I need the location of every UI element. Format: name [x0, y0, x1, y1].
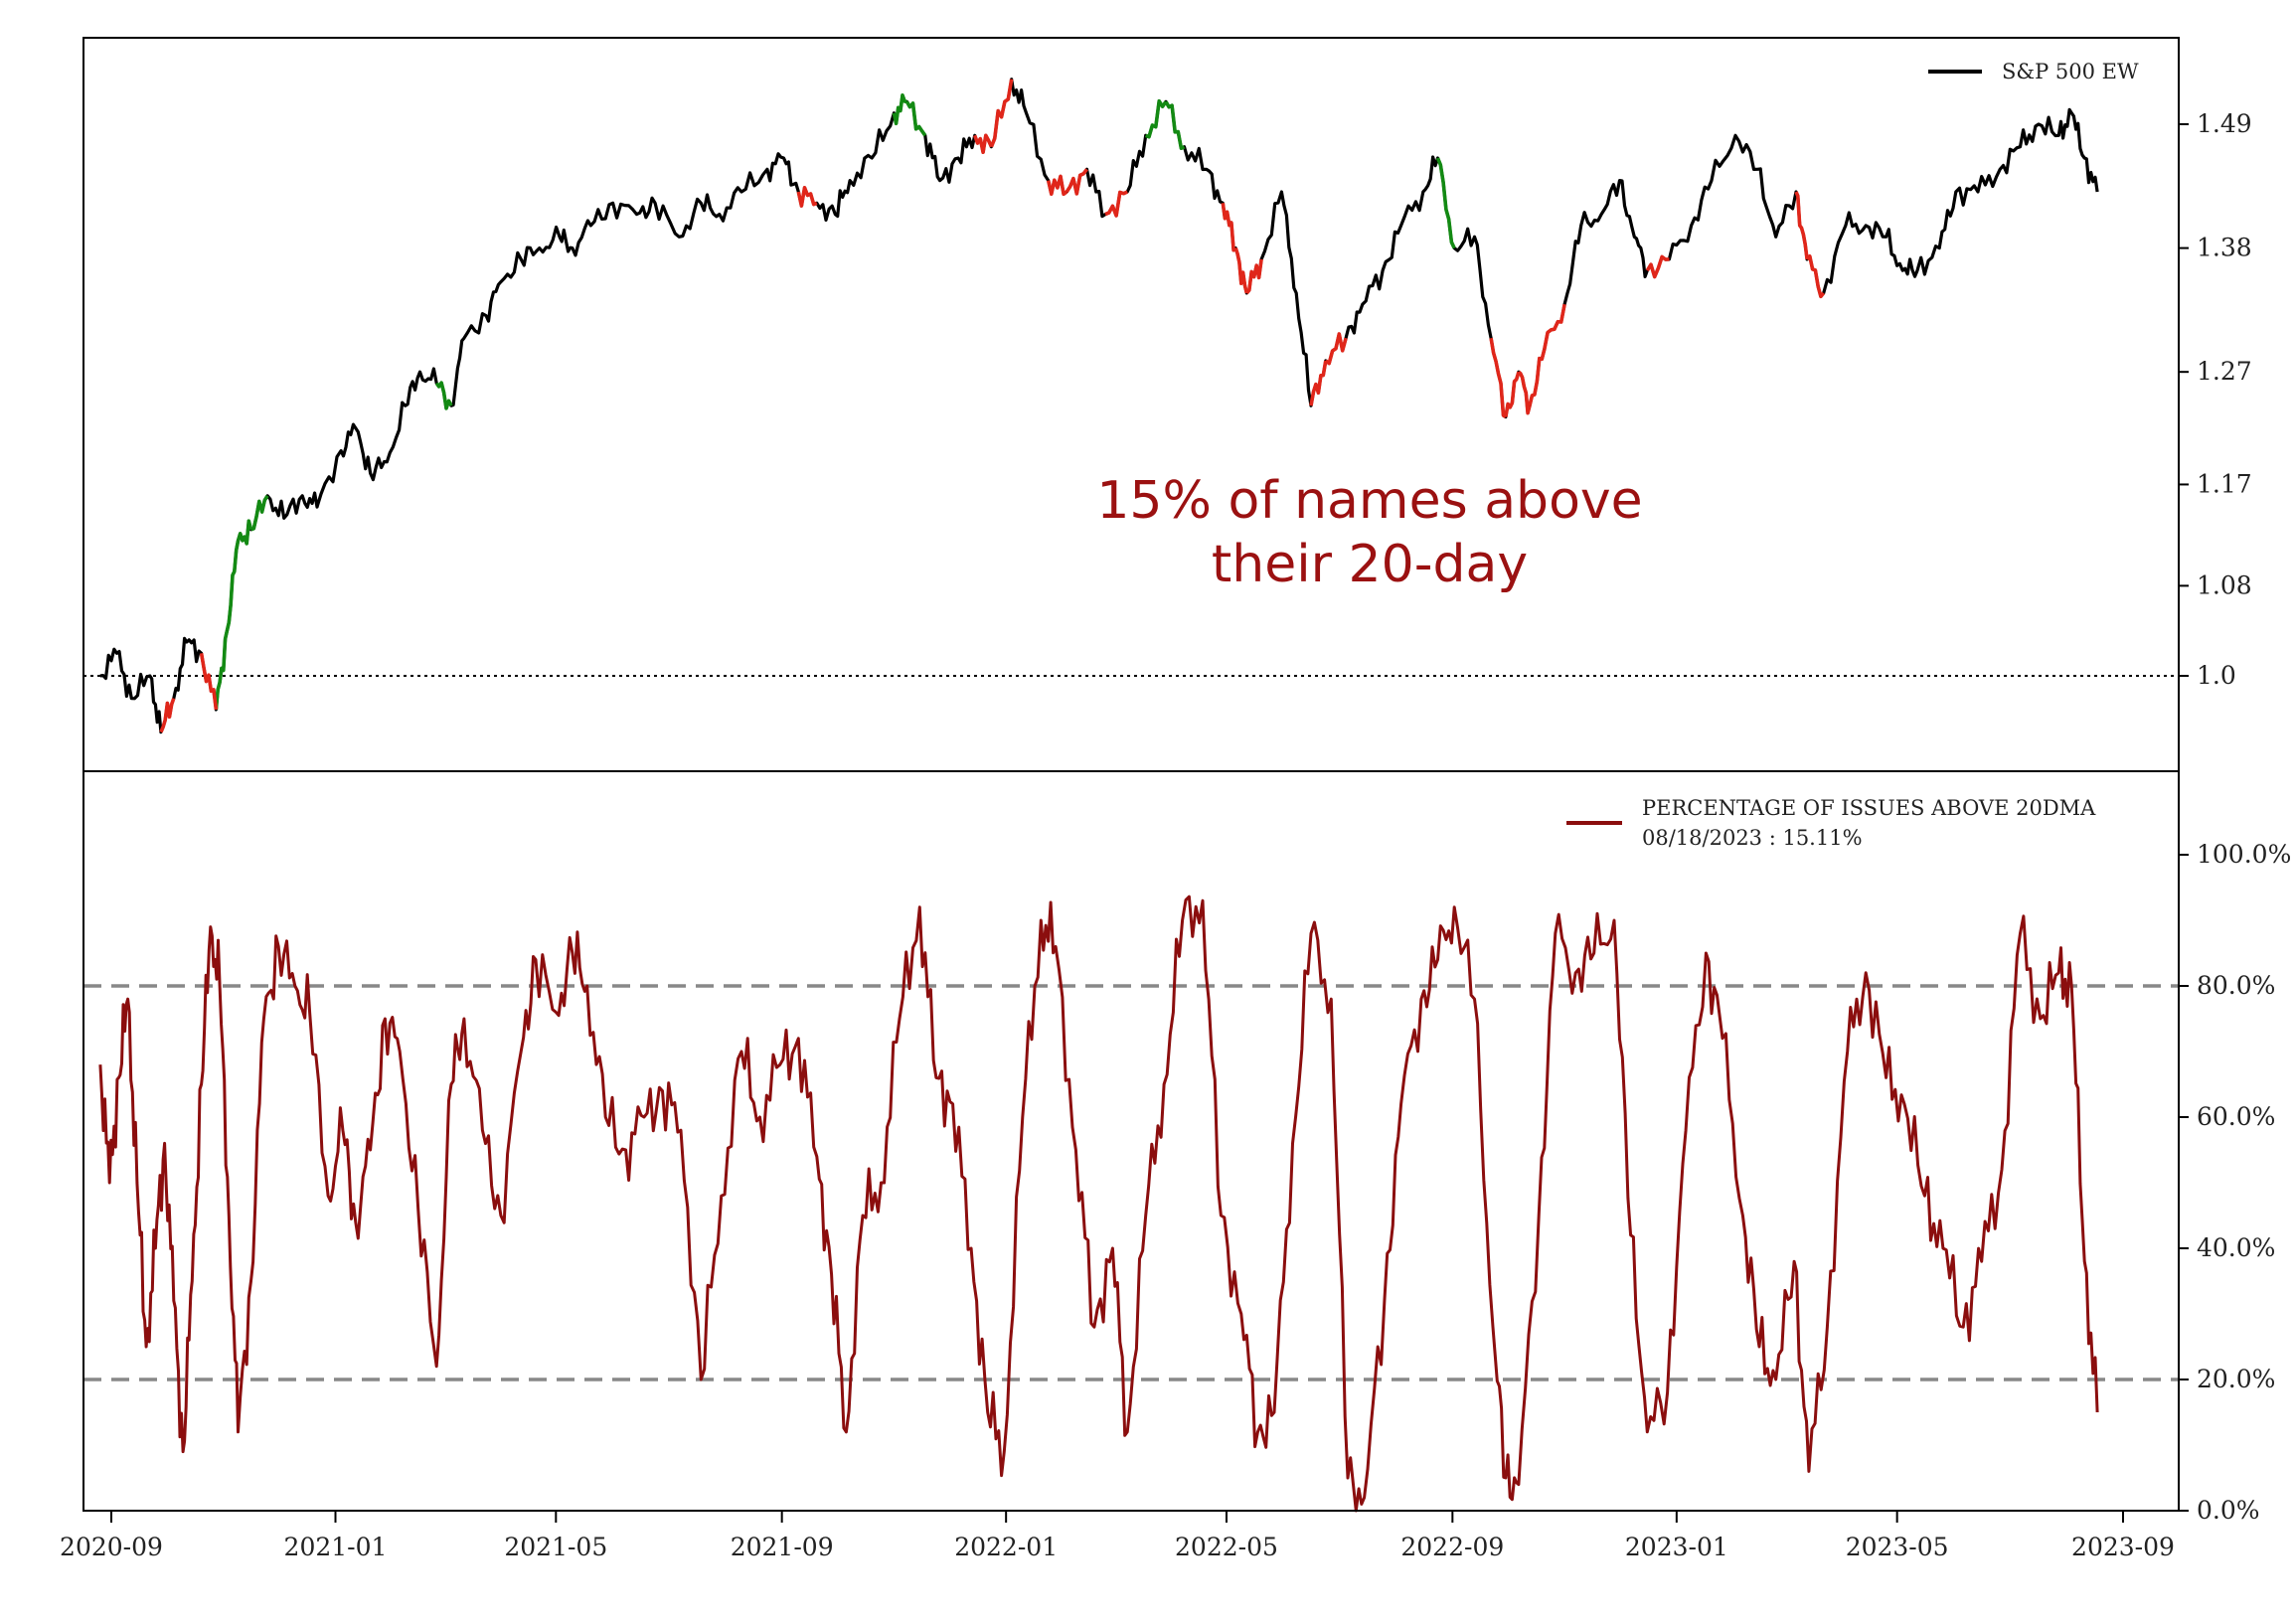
- x-tick-label: 2023-09: [2071, 1533, 2175, 1561]
- bottom-y-axis: 0.0% 20.0% 40.0% 60.0% 80.0% 100.0%: [2179, 840, 2291, 1525]
- x-tick-label: 2023-05: [1846, 1533, 1949, 1561]
- x-tick-label: 2020-09: [60, 1533, 163, 1561]
- x-tick-label: 2021-01: [284, 1533, 388, 1561]
- top-y-tick-label: 1.27: [2197, 357, 2252, 386]
- top-series-down-highlight: [1489, 337, 1507, 419]
- top-series-up-highlight: [1435, 157, 1456, 249]
- x-tick-label: 2022-01: [954, 1533, 1058, 1561]
- x-tick-label: 2022-05: [1175, 1533, 1278, 1561]
- top-series-down-highlight: [1104, 190, 1128, 218]
- top-series-up-highlight: [1164, 100, 1186, 150]
- top-y-tick-label: 1.17: [2197, 469, 2252, 498]
- top-series-up-highlight: [1144, 98, 1168, 139]
- bottom-y-tick-label: 100.0%: [2197, 840, 2291, 869]
- bottom-y-tick-label: 20.0%: [2197, 1365, 2275, 1393]
- top-series-up-highlight: [225, 540, 241, 632]
- top-panel: 1.0 1.08 1.17 1.27 1.38 1.49 S&P 500 EW 15% o…: [82, 37, 2252, 772]
- bottom-y-tick-label: 0.0%: [2197, 1496, 2260, 1525]
- top-series-down-highlight: [1065, 168, 1088, 196]
- top-series-down-highlight: [1324, 332, 1348, 366]
- top-series-down-highlight: [989, 79, 1014, 148]
- top-series-down-highlight: [1046, 174, 1068, 197]
- top-y-tick-label: 1.08: [2197, 570, 2252, 599]
- bottom-y-tick-label: 40.0%: [2197, 1233, 2275, 1262]
- bottom-plot-frame: [82, 770, 2180, 1512]
- bottom-legend-label: PERCENTAGE OF ISSUES ABOVE 20DMA: [1642, 796, 2096, 820]
- annotation-line-2: their 20-day: [1212, 535, 1528, 594]
- bottom-series-line: [98, 894, 2099, 1513]
- top-y-tick-label: 1.49: [2197, 109, 2252, 138]
- top-series-down-highlight: [1233, 247, 1249, 294]
- bottom-y-tick-label: 80.0%: [2197, 971, 2275, 1000]
- top-series-up-highlight: [249, 494, 269, 532]
- top-series-up-highlight: [434, 381, 453, 410]
- top-series-down-highlight: [1221, 203, 1237, 252]
- x-tick-label: 2021-05: [504, 1533, 607, 1561]
- x-axis: 2020-09 2021-01 2021-05 2021-09 2022-01 2022-…: [60, 1511, 2175, 1561]
- top-series: [99, 78, 2099, 734]
- top-y-tick-label: 1.0: [2197, 661, 2236, 690]
- top-series-down-highlight: [1244, 258, 1263, 295]
- x-tick-label: 2022-09: [1400, 1533, 1504, 1561]
- top-series-down-highlight: [1528, 349, 1547, 406]
- bottom-legend-sublabel: 08/18/2023 : 15.11%: [1642, 826, 1863, 850]
- top-series-up-highlight: [904, 100, 927, 137]
- top-series-down-highlight: [1504, 371, 1521, 417]
- top-legend: S&P 500 EW: [1928, 60, 2139, 83]
- top-series-down-highlight: [199, 653, 219, 711]
- top-y-axis: 1.0 1.08 1.17 1.27 1.38 1.49: [2179, 109, 2252, 690]
- bottom-legend: PERCENTAGE OF ISSUES ABOVE 20DMA 08/18/2…: [1566, 796, 2096, 850]
- top-series-up-highlight: [214, 630, 230, 711]
- top-legend-label: S&P 500 EW: [2002, 60, 2139, 83]
- x-tick-label: 2021-09: [731, 1533, 834, 1561]
- bottom-y-tick-label: 60.0%: [2197, 1102, 2275, 1131]
- bottom-panel: 0.0%20.0%40.0%60.0%80.0%100.0% 2020-09 20…: [60, 770, 2291, 1561]
- top-series-down-highlight: [1543, 303, 1566, 350]
- top-series-down-highlight: [1517, 370, 1532, 415]
- top-series-down-highlight: [796, 186, 818, 208]
- top-series-down-highlight: [1794, 191, 1809, 260]
- annotation-line-1: 15% of names above: [1096, 471, 1642, 531]
- top-series-down-highlight: [973, 133, 994, 154]
- top-y-tick-label: 1.38: [2197, 234, 2252, 262]
- top-series-down-highlight: [159, 698, 176, 733]
- top-series-up-highlight: [892, 93, 907, 126]
- top-series-down-highlight: [1309, 360, 1328, 406]
- top-series-down-highlight: [1805, 254, 1826, 299]
- top-series-down-highlight: [1645, 254, 1670, 279]
- top-series-up-highlight: [236, 519, 253, 546]
- x-tick-label: 2023-01: [1625, 1533, 1728, 1561]
